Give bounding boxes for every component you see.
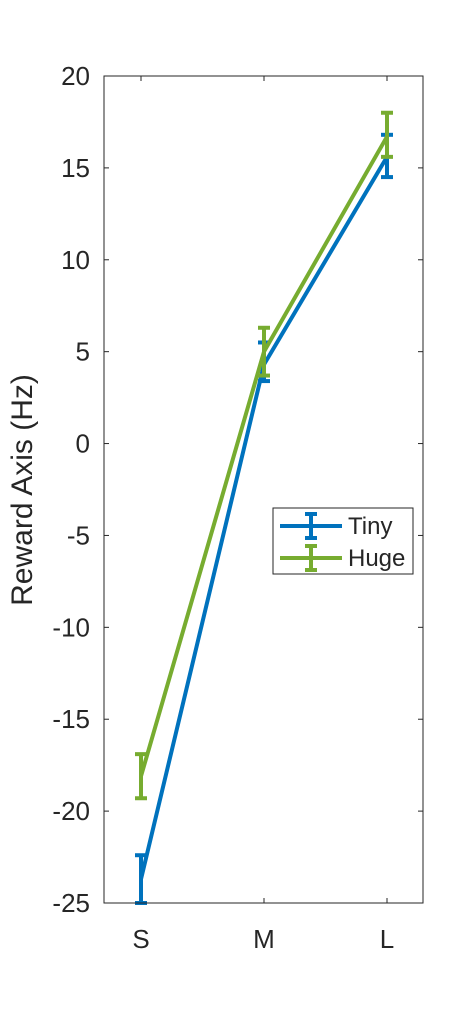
y-tick-label: -15 bbox=[52, 704, 90, 734]
y-tick-label: -25 bbox=[52, 888, 90, 918]
legend-item-huge[interactable]: Huge bbox=[280, 544, 405, 572]
error-bar bbox=[135, 752, 147, 801]
legend-box bbox=[272, 507, 414, 575]
y-tick-label: -5 bbox=[67, 520, 90, 550]
y-axis-label: Reward Axis (Hz) bbox=[6, 374, 39, 606]
y-tick-labels: 20 15 10 5 0 -5 -10 -15 -20 -25 bbox=[52, 61, 90, 918]
legend[interactable]: Tiny Huge bbox=[272, 507, 414, 575]
error-bar bbox=[258, 325, 270, 378]
y-tick-label: 10 bbox=[61, 245, 90, 275]
y-tick-label: 20 bbox=[61, 61, 90, 91]
legend-label: Tiny bbox=[348, 513, 392, 540]
y-tick-label: -20 bbox=[52, 796, 90, 826]
y-tick-label: -10 bbox=[52, 612, 90, 642]
y-tick-label: 15 bbox=[61, 153, 90, 183]
x-tick-label: S bbox=[132, 924, 149, 954]
legend-label: Huge bbox=[348, 545, 405, 572]
series-layer bbox=[135, 110, 393, 905]
legend-item-tiny[interactable]: Tiny bbox=[280, 512, 392, 540]
y-tick-label: 5 bbox=[76, 337, 90, 367]
error-bar bbox=[381, 110, 393, 159]
axis-ticks bbox=[104, 75, 423, 904]
x-tick-label: L bbox=[380, 924, 394, 954]
y-tick-label: 0 bbox=[76, 429, 90, 459]
plot-background bbox=[104, 76, 423, 903]
x-tick-label: M bbox=[253, 924, 275, 954]
plot-frame bbox=[103, 75, 424, 904]
series-huge bbox=[135, 110, 393, 801]
